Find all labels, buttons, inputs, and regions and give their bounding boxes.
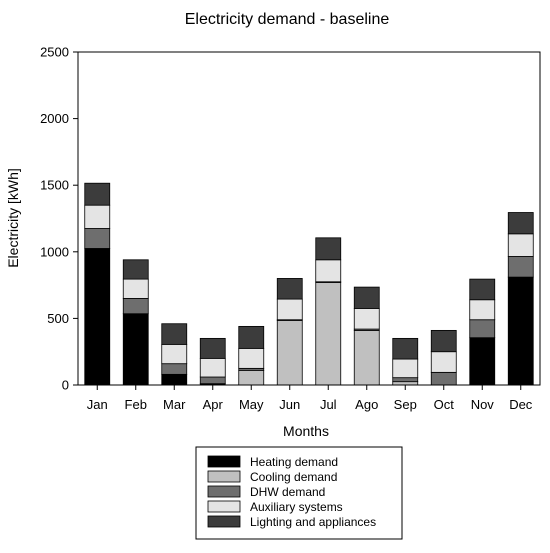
- legend-swatch: [207, 470, 241, 483]
- bar-segment: [161, 373, 188, 386]
- bar-segment: [238, 325, 265, 349]
- legend-label: Lighting and appliances: [250, 515, 376, 529]
- x-tick-label: May: [239, 397, 264, 412]
- bar-segment: [84, 182, 111, 206]
- bar-segment: [469, 299, 496, 321]
- x-tick-label: Jul: [320, 397, 337, 412]
- bar-segment: [430, 371, 457, 386]
- bar-segment: [353, 308, 380, 330]
- bar-segment: [353, 329, 380, 386]
- x-tick-label: Jun: [279, 397, 300, 412]
- bar-segment: [199, 337, 226, 359]
- x-tick-label: Apr: [203, 397, 224, 412]
- bar-segment: [161, 363, 188, 375]
- bar-segment: [199, 357, 226, 378]
- bar-segment: [161, 343, 188, 365]
- y-tick-label: 0: [62, 378, 69, 393]
- bar-segment: [238, 369, 265, 386]
- x-tick-label: Feb: [125, 397, 147, 412]
- bar-segment: [507, 233, 534, 257]
- bar-segment: [276, 298, 303, 321]
- y-tick-label: 1000: [40, 244, 69, 259]
- x-tick-label: Dec: [509, 397, 533, 412]
- bar-segment: [430, 351, 457, 373]
- legend-label: Auxiliary systems: [250, 500, 343, 514]
- legend-label: Heating demand: [250, 455, 338, 469]
- bar-segment: [469, 278, 496, 301]
- bar-segment: [84, 228, 111, 249]
- bar-segment: [122, 313, 149, 386]
- legend-swatch: [207, 500, 241, 513]
- bar-segment: [392, 337, 419, 360]
- x-tick-label: Jan: [87, 397, 108, 412]
- legend-label: Cooling demand: [250, 470, 337, 484]
- legend-swatch: [207, 455, 241, 468]
- bar-segment: [469, 337, 496, 386]
- bar-segment: [276, 319, 303, 386]
- plot-area: 0 500 1000 1500 2000 2500 Jan Feb Mar Apr May Jun Ju…: [40, 45, 541, 412]
- legend-swatch: [207, 515, 241, 528]
- chart-title: Electricity demand - baseline: [185, 11, 390, 28]
- x-tick-label: Nov: [471, 397, 495, 412]
- y-tick-label: 500: [47, 311, 69, 326]
- y-tick-label: 2500: [40, 45, 69, 60]
- bar-segment: [315, 282, 342, 386]
- bar-segment: [199, 376, 226, 385]
- bar-segment: [161, 323, 188, 345]
- bar-segment: [392, 358, 419, 379]
- x-axis-title: Months: [283, 423, 329, 439]
- bar-segment: [84, 204, 111, 229]
- x-tick-label: Sep: [394, 397, 417, 412]
- y-axis-title: Electricity [kWh]: [5, 168, 21, 268]
- bar-segment: [430, 329, 457, 353]
- bar-segment: [469, 319, 496, 339]
- bar-segment: [122, 278, 149, 299]
- legend-swatch: [207, 485, 241, 498]
- plot-frame: [77, 51, 541, 386]
- bar-segment: [507, 276, 534, 386]
- legend-label: DHW demand: [250, 485, 325, 499]
- bar-segment: [238, 347, 265, 369]
- x-tick-label: Oct: [434, 397, 455, 412]
- bar-segment: [276, 278, 303, 300]
- bar-segment: [315, 259, 342, 283]
- bar-segment: [507, 212, 534, 235]
- x-tick-label: Mar: [163, 397, 186, 412]
- bar-segment: [353, 286, 380, 309]
- y-tick-label: 2000: [40, 111, 69, 126]
- bar-segment: [392, 377, 419, 383]
- bar-segment: [315, 237, 342, 261]
- bar-segment: [507, 256, 534, 278]
- x-tick-label: Ago: [355, 397, 378, 412]
- bar-segment: [122, 298, 149, 315]
- bar-segment: [84, 248, 111, 386]
- bar-segment: [122, 259, 149, 280]
- y-tick-label: 1500: [40, 178, 69, 193]
